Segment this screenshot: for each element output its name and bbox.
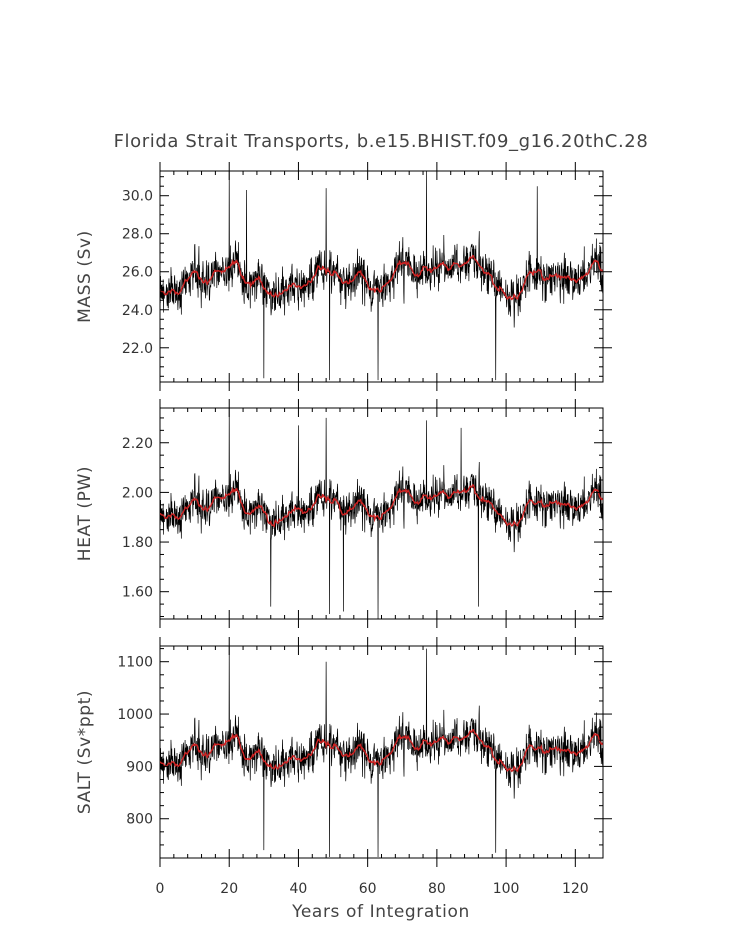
x-tick-label: 60: [359, 881, 377, 897]
mass-smoothed-series-line: [159, 255, 604, 301]
salt-panel: 800 900 1000 1100 SALT (Sv*ppt): [75, 637, 612, 867]
x-tick-labels: 0 20 40 60 80 100 120: [156, 881, 589, 897]
x-tick-label: 80: [428, 881, 446, 897]
mass-series-group: [159, 170, 604, 381]
mass-y-tick-label: 22.0: [122, 341, 153, 357]
heat-panel: 1.60 1.80 2.00 2.20 HEAT (PW): [75, 399, 612, 628]
x-tick-label: 40: [290, 881, 308, 897]
x-tick-label: 20: [220, 881, 238, 897]
salt-y-tick-label: 800: [126, 812, 153, 828]
figure-title: Florida Strait Transports, b.e15.BHIST.f…: [114, 131, 649, 152]
heat-tick-group: 1.60 1.80 2.00 2.20: [122, 399, 612, 628]
salt-smoothed-series-line: [159, 729, 604, 773]
salt-tick-group: 800 900 1000 1100: [117, 637, 612, 867]
x-axis-label: Years of Integration: [291, 902, 470, 922]
heat-y-tick-label: 2.00: [122, 485, 153, 501]
salt-raw-series-line: [159, 645, 604, 857]
heat-y-axis-label: HEAT (PW): [75, 466, 95, 561]
x-tick-label: 0: [156, 881, 165, 897]
x-tick-label: 100: [493, 881, 520, 897]
heat-y-tick-label: 1.60: [122, 585, 153, 601]
salt-series-group: [159, 645, 604, 857]
mass-raw-series-line: [159, 170, 604, 381]
mass-y-tick-label: 24.0: [122, 303, 153, 319]
salt-y-tick-label: 1000: [117, 707, 153, 723]
x-tick-label: 120: [562, 881, 589, 897]
heat-smoothed-series-line: [159, 484, 604, 528]
mass-y-tick-label: 26.0: [122, 265, 153, 281]
heat-series-group: [159, 407, 604, 620]
mass-panel: 22.0 24.0 26.0 28.0 30.0 MASS (Sv): [75, 162, 612, 391]
mass-y-tick-label: 28.0: [122, 227, 153, 243]
mass-y-tick-label: 30.0: [122, 189, 153, 205]
heat-raw-series-line: [159, 407, 604, 620]
mass-tick-group: 22.0 24.0 26.0 28.0 30.0: [122, 162, 612, 391]
mass-y-axis-label: MASS (Sv): [75, 230, 95, 323]
salt-y-axis-label: SALT (Sv*ppt): [75, 690, 95, 814]
salt-y-tick-label: 900: [126, 759, 153, 775]
heat-y-tick-label: 1.80: [122, 535, 153, 551]
heat-y-tick-label: 2.20: [122, 436, 153, 452]
salt-y-tick-label: 1100: [117, 655, 153, 671]
